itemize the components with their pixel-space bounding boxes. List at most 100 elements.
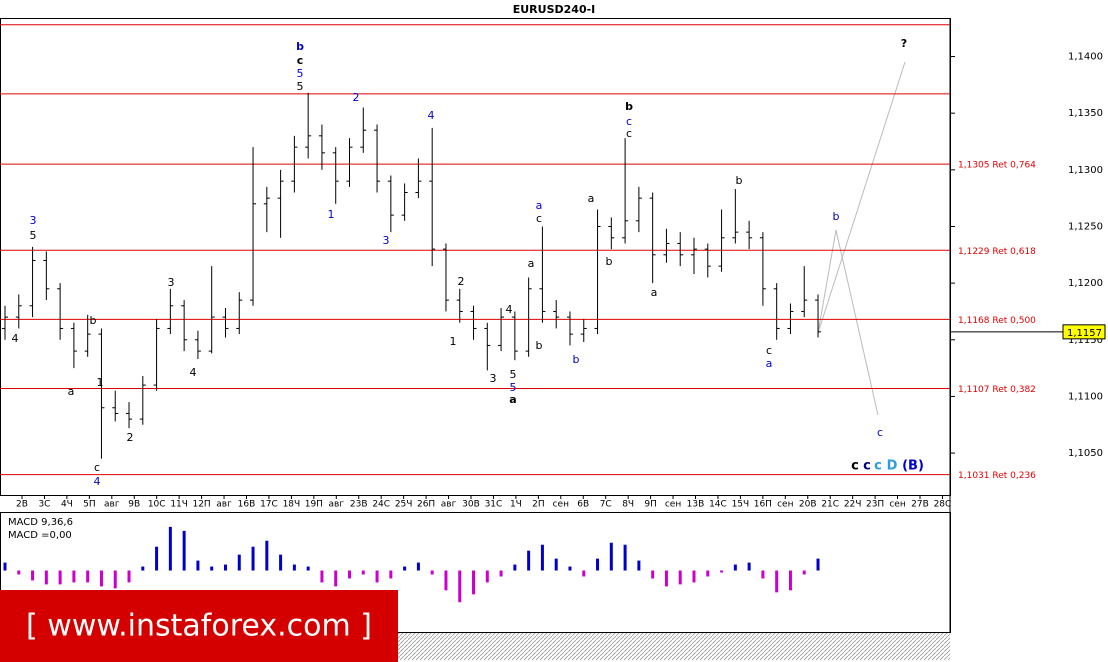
macd-bar [761,570,765,579]
macd-bar [58,570,62,585]
macd-bar [389,570,393,579]
wave-label: c [877,426,883,439]
macd-bar [17,570,21,575]
level-label: 1,1168 Ret 0,500 [958,316,1036,326]
wave-label: 4 [94,475,101,488]
x-tick-label: 2П [532,500,545,510]
x-tick-label: 20В [799,500,817,510]
macd-bar [196,560,200,571]
wave-label: a [509,393,516,406]
forecast-lines [817,61,906,416]
x-tick-label: сен [777,500,793,510]
wave-label: 2 [127,431,134,444]
x-tick-label: 23П [866,500,884,510]
wave-label: 4 [190,366,197,379]
y-tick-label: 1,1350 [1068,108,1103,119]
macd-bar [320,570,324,583]
wave-label: ? [901,37,907,50]
macd-label: MACD 9,36,6 [8,517,73,528]
wave-label: c [851,459,859,474]
wave-label: a [766,357,773,370]
x-tick-label: авг [329,500,345,510]
macd-bar [527,550,531,571]
macd-bar [127,570,131,583]
x-tick-label: 4Ч [61,500,73,510]
x-tick-label: 16П [754,500,772,510]
x-tick-label: сен [889,500,905,510]
level-label: 1,1229 Ret 0,618 [958,247,1036,257]
macd-bar [141,566,145,571]
x-tick-label: 6В [577,500,589,510]
macd-bar [444,570,448,591]
macd-bar [472,570,476,595]
macd-bar [334,570,338,587]
wave-label: 3 [168,276,175,289]
x-tick-label: 28С [934,500,952,510]
wave-label: 5 [510,381,517,394]
wave-label: a [68,385,75,398]
macd-bar [540,544,544,571]
x-tick-label: 26П [417,500,435,510]
macd-bar [403,566,407,571]
x-tick-label: 16В [238,500,256,510]
wave-label: D [887,459,898,474]
macd-bar [237,554,241,571]
x-tick-label: 10С [148,500,166,510]
x-tick-label: 31С [485,500,503,510]
macd-bar [430,570,434,575]
x-tick-label: 13В [687,500,705,510]
x-tick-label: 11Ч [170,500,188,510]
macd-bar [251,546,255,571]
macd-bar [223,564,227,571]
wave-label: b [833,210,840,223]
x-tick-label: 14С [709,500,727,510]
x-tick-label: 2В [16,500,28,510]
x-tick-label: 5П [83,500,96,510]
x-tick-label: 24С [372,500,390,510]
y-tick-label: 1,1100 [1068,391,1103,402]
x-tick-label: 23В [350,500,368,510]
wave-label: b [296,40,304,53]
level-label: 1,1107 Ret 0,382 [958,385,1036,395]
wave-label: 4 [12,332,19,345]
forecast-path [817,229,879,416]
wave-label: b [625,100,633,113]
x-tick-label: 3С [38,500,50,510]
wave-label: 2 [353,91,360,104]
wave-label: b [90,314,97,327]
macd-bar [375,570,379,583]
macd-bar [292,564,296,571]
x-tick-label: 25Ч [395,500,413,510]
wave-label: c [626,115,632,128]
y-tick-label: 1,1400 [1068,52,1103,63]
macd-bar [3,562,7,571]
x-tick-label: 18Ч [283,500,301,510]
macd-bar [651,570,655,579]
wave-label: a [651,286,658,299]
level-label: 1,1305 Ret 0,764 [958,161,1036,171]
wave-label: 5 [297,67,304,80]
macd-bar [361,570,365,575]
macd-bar [720,570,724,573]
x-tick-label: 19П [305,500,323,510]
macd-bar [513,564,517,571]
wave-label: c [874,459,882,474]
forecast-path [817,61,906,334]
macd-bar [306,566,310,571]
x-tick-label: сен [665,500,681,510]
macd-bar [609,542,613,571]
macd-bar [44,570,48,585]
macd-bar [637,560,641,571]
x-tick-label: авг [441,500,457,510]
level-label: 1,1031 Ret 0,236 [958,471,1036,481]
wave-label: a [588,192,595,205]
wave-label: c [626,127,632,140]
x-tick-label: 27В [911,500,929,510]
wave-label: 4 [428,109,435,122]
chart-title: EURUSD240-I [513,3,596,16]
macd-bar [458,570,462,603]
macd-value-label: MACD =0,00 [8,530,72,541]
macd-bar [182,530,186,571]
